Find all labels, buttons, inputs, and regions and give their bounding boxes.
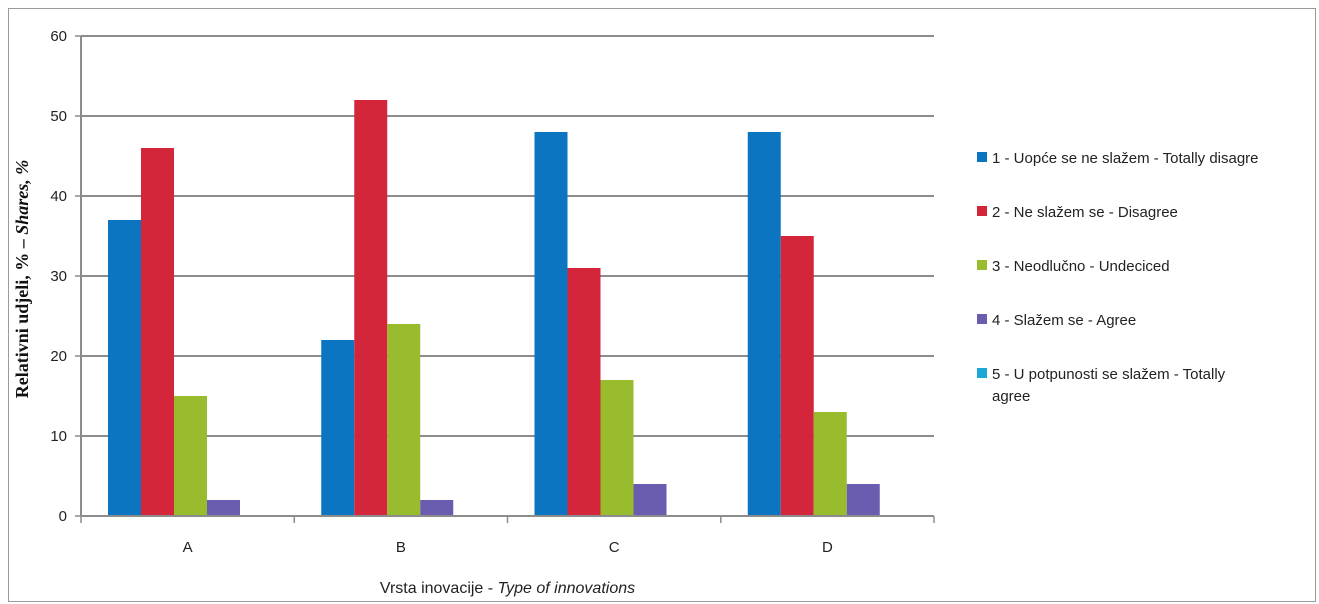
legend-label-4: 4 - Slažem se - Agree (992, 312, 1136, 329)
x-tick-label: D (822, 539, 833, 556)
y-axis-label-plain: Relativni udjeli, % – (12, 235, 32, 399)
legend: 1 - Uopće se ne slažem - Totally disagre… (977, 150, 1259, 405)
bar-series-3-D (813, 412, 847, 516)
y-tick-label: 60 (50, 28, 67, 45)
chart-frame: 0 10 20 30 40 50 60 A B C D 1 - Uopće se ne slažem… (8, 8, 1316, 602)
bar-series-2-B (354, 100, 388, 516)
x-axis-label-italic: Type of innovations (498, 580, 636, 597)
x-tick-label: B (396, 539, 406, 556)
bar-chart: 0 10 20 30 40 50 60 A B C D 1 - Uopće se ne slažem… (12, 28, 1259, 597)
bar-series-4-D (846, 484, 880, 516)
legend-label-5: 5 - U potpunosti se slažem - Totally (992, 366, 1226, 383)
y-tick-label: 30 (50, 268, 67, 285)
y-tick-label: 0 (59, 508, 67, 525)
x-axis-label-plain: Vrsta inovacije - (380, 580, 498, 597)
y-tick-label: 20 (50, 348, 67, 365)
bar-series-4-C (633, 484, 667, 516)
bar-series-4-A (207, 500, 240, 516)
y-tick-label: 10 (50, 428, 67, 445)
x-tick-label: A (183, 539, 193, 556)
legend-swatch-5 (977, 368, 987, 378)
bar-series-1-C (534, 132, 568, 516)
bar-series-2-D (780, 236, 814, 516)
y-axis-label: Relativni udjeli, % – Shares, % (12, 160, 32, 399)
axes: 0 10 20 30 40 50 60 A B C D (50, 28, 935, 556)
bar-series-2-C (567, 268, 601, 516)
y-tick-label: 50 (50, 108, 67, 125)
bar-series-2-A (141, 148, 174, 516)
x-axis-label: Vrsta inovacije - Type of innovations (380, 580, 635, 597)
legend-swatch-3 (977, 260, 987, 270)
bar-series-1-D (747, 132, 781, 516)
bar-series-3-A (174, 396, 207, 516)
legend-swatch-1 (977, 152, 987, 162)
legend-swatch-4 (977, 314, 987, 324)
legend-swatch-2 (977, 206, 987, 216)
legend-label-2: 2 - Ne slažem se - Disagree (992, 204, 1178, 221)
bar-series-1-B (321, 340, 355, 516)
legend-label-3: 3 - Neodlučno - Undeciced (992, 258, 1170, 275)
x-tick-label: C (609, 539, 620, 556)
y-tick-label: 40 (50, 188, 67, 205)
legend-label-1: 1 - Uopće se ne slažem - Totally disagre (992, 150, 1259, 167)
bar-series-1-A (108, 220, 141, 516)
bars (108, 100, 880, 516)
bar-series-3-B (387, 324, 421, 516)
bar-series-3-C (600, 380, 634, 516)
legend-label-5: agree (992, 388, 1030, 405)
bar-series-4-B (420, 500, 454, 516)
y-axis-label-italic: Shares, % (12, 160, 32, 235)
